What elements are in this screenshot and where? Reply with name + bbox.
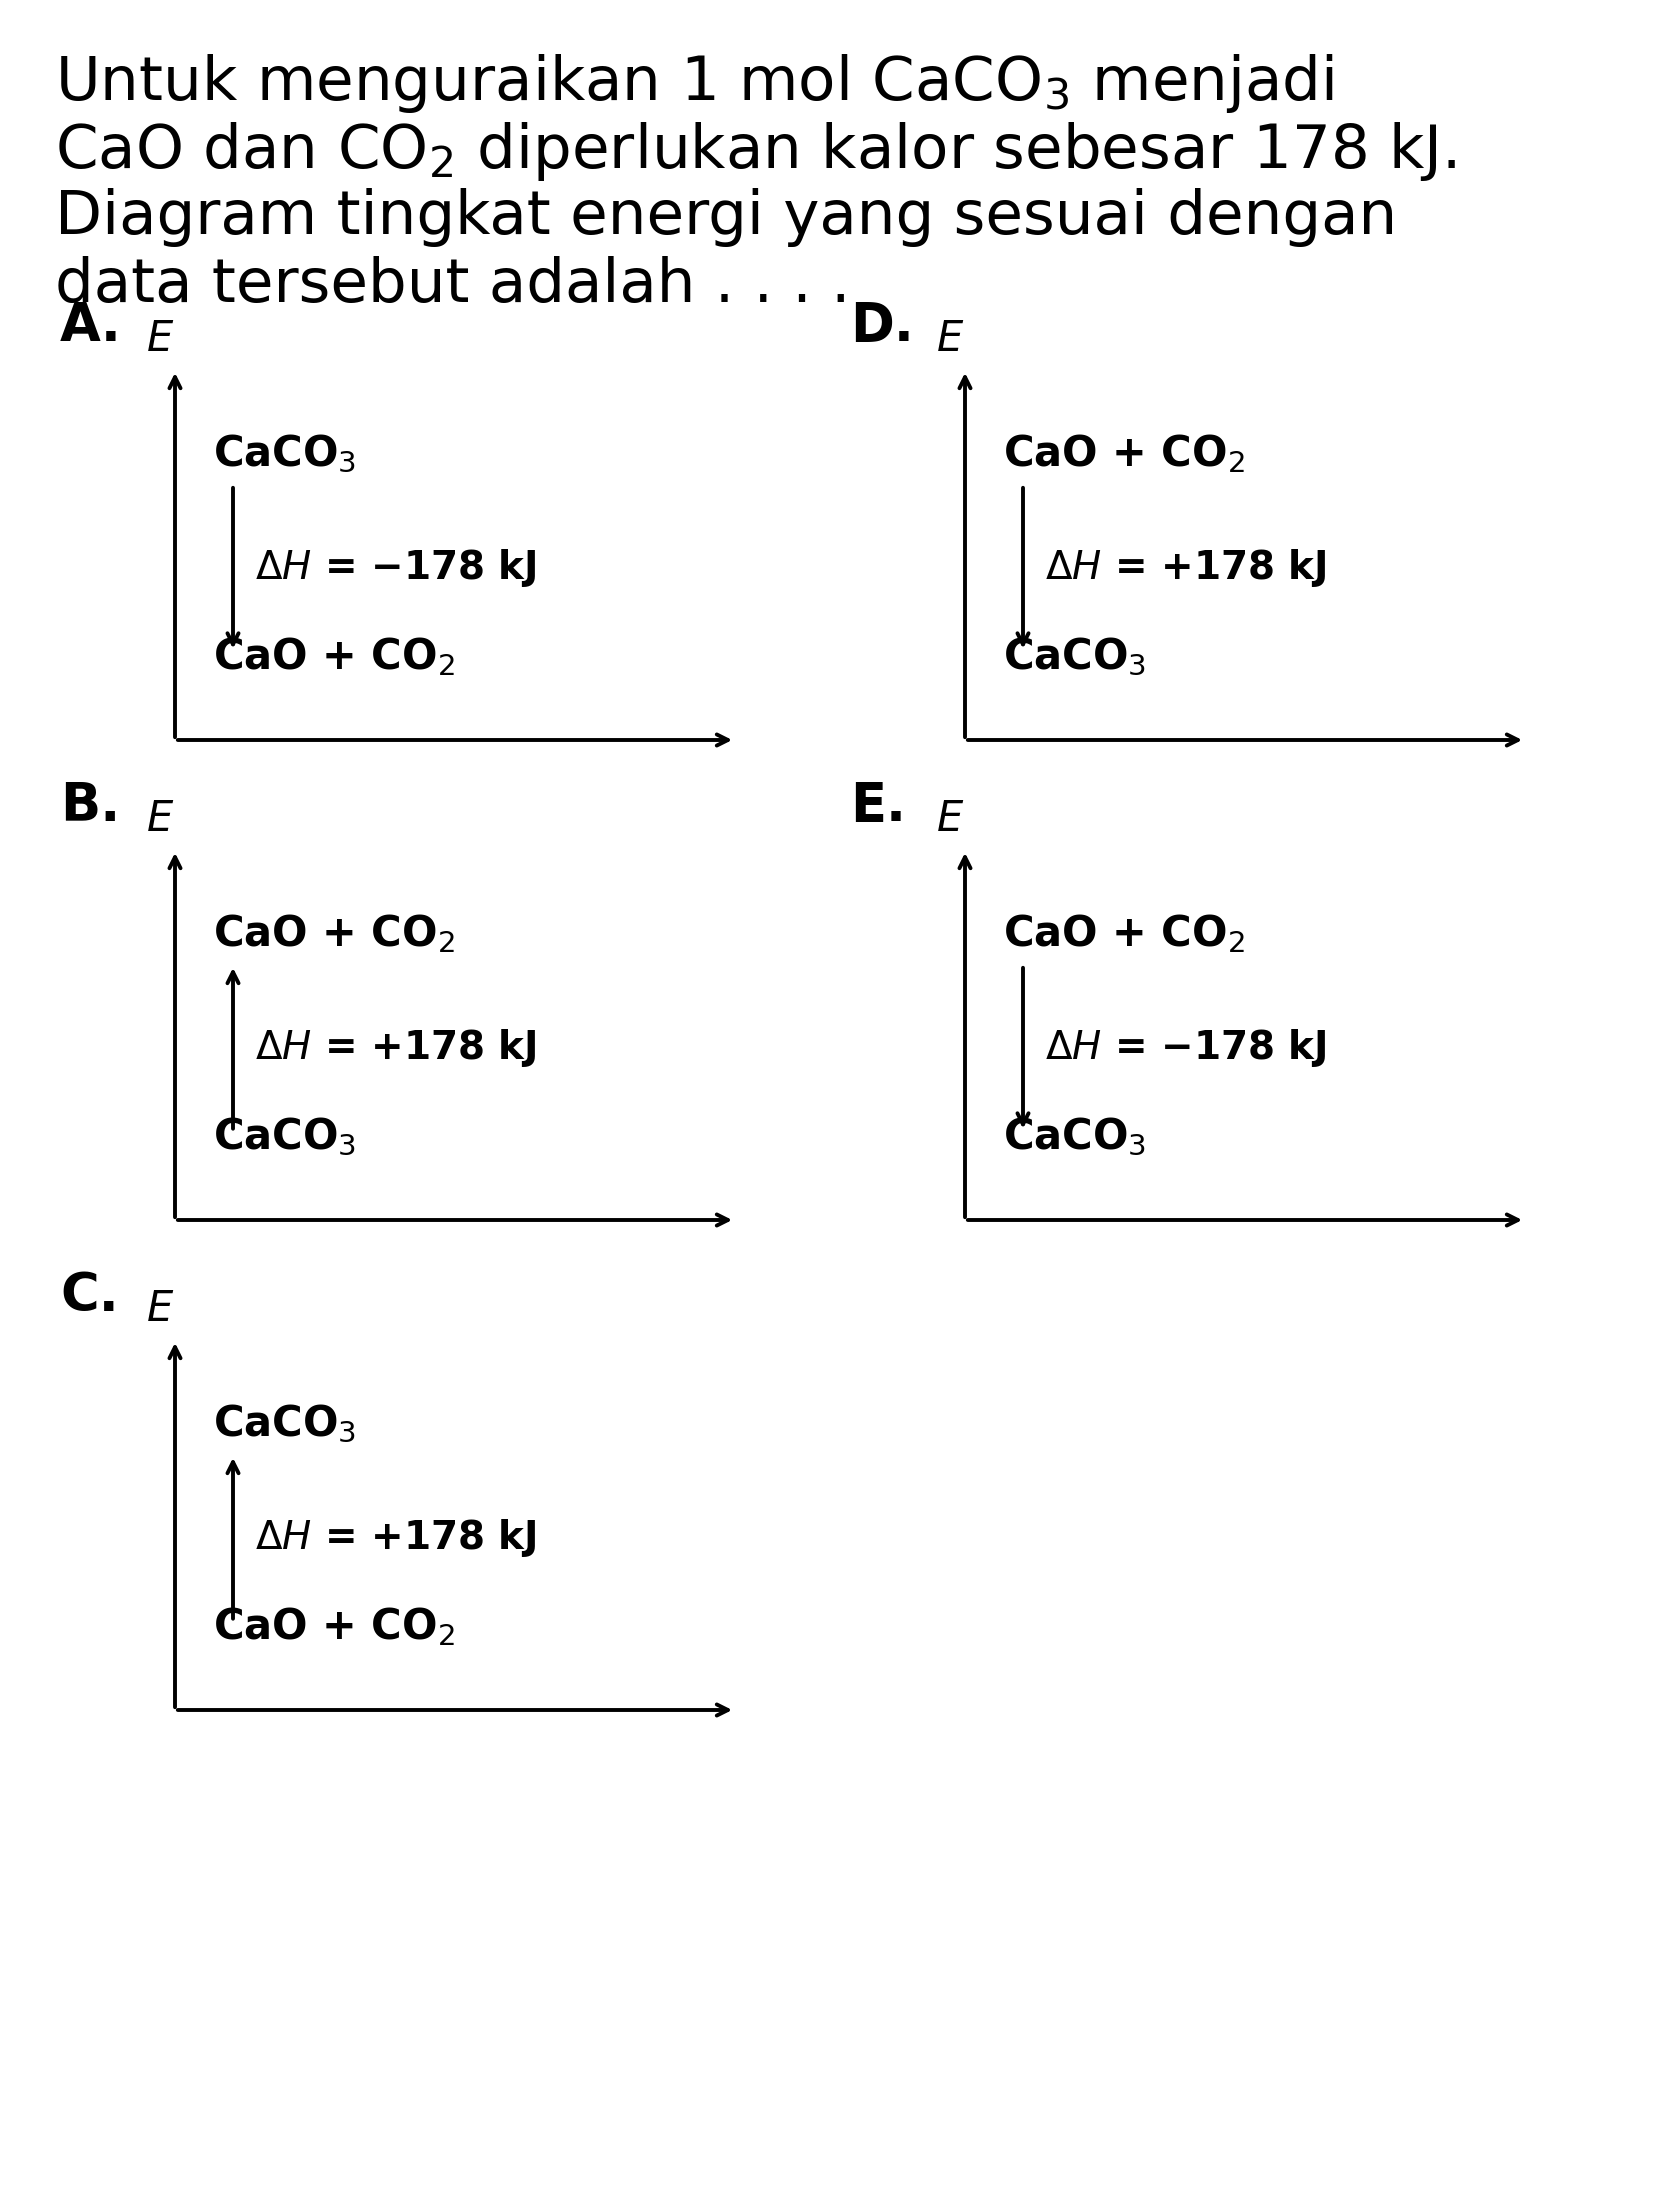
Text: $\Delta H$ = −178 kJ: $\Delta H$ = −178 kJ [1044, 1027, 1326, 1069]
Text: CaCO$_3$: CaCO$_3$ [213, 1404, 356, 1445]
Text: data tersebut adalah . . . .: data tersebut adalah . . . . [55, 255, 851, 315]
Text: CaCO$_3$: CaCO$_3$ [1002, 1115, 1147, 1159]
Text: CaO + CO$_2$: CaO + CO$_2$ [213, 913, 455, 955]
Text: CaO dan CO$_2$ diperlukan kalor sebesar 178 kJ.: CaO dan CO$_2$ diperlukan kalor sebesar … [55, 121, 1457, 183]
Text: $\Delta H$ = +178 kJ: $\Delta H$ = +178 kJ [1044, 548, 1326, 590]
Text: Diagram tingkat energi yang sesuai dengan: Diagram tingkat energi yang sesuai denga… [55, 187, 1397, 246]
Text: A.: A. [60, 299, 123, 352]
Text: $E$: $E$ [935, 799, 964, 840]
Text: CaO + CO$_2$: CaO + CO$_2$ [213, 636, 455, 678]
Text: $\Delta H$ = −178 kJ: $\Delta H$ = −178 kJ [255, 548, 537, 590]
Text: Untuk menguraikan 1 mol CaCO$_3$ menjadi: Untuk menguraikan 1 mol CaCO$_3$ menjadi [55, 53, 1333, 114]
Text: $E$: $E$ [146, 799, 175, 840]
Text: E.: E. [850, 781, 907, 832]
Text: CaCO$_3$: CaCO$_3$ [1002, 636, 1147, 678]
Text: $E$: $E$ [146, 319, 175, 361]
Text: CaO + CO$_2$: CaO + CO$_2$ [1002, 431, 1244, 475]
Text: $\Delta H$ = +178 kJ: $\Delta H$ = +178 kJ [255, 1027, 537, 1069]
Text: $E$: $E$ [146, 1287, 175, 1331]
Text: C.: C. [60, 1269, 119, 1322]
Text: CaO + CO$_2$: CaO + CO$_2$ [213, 1606, 455, 1648]
Text: $E$: $E$ [935, 319, 964, 361]
Text: B.: B. [60, 781, 121, 832]
Text: CaO + CO$_2$: CaO + CO$_2$ [1002, 913, 1244, 955]
Text: CaCO$_3$: CaCO$_3$ [213, 1115, 356, 1159]
Text: D.: D. [850, 299, 913, 352]
Text: $\Delta H$ = +178 kJ: $\Delta H$ = +178 kJ [255, 1518, 537, 1560]
Text: CaCO$_3$: CaCO$_3$ [213, 433, 356, 475]
